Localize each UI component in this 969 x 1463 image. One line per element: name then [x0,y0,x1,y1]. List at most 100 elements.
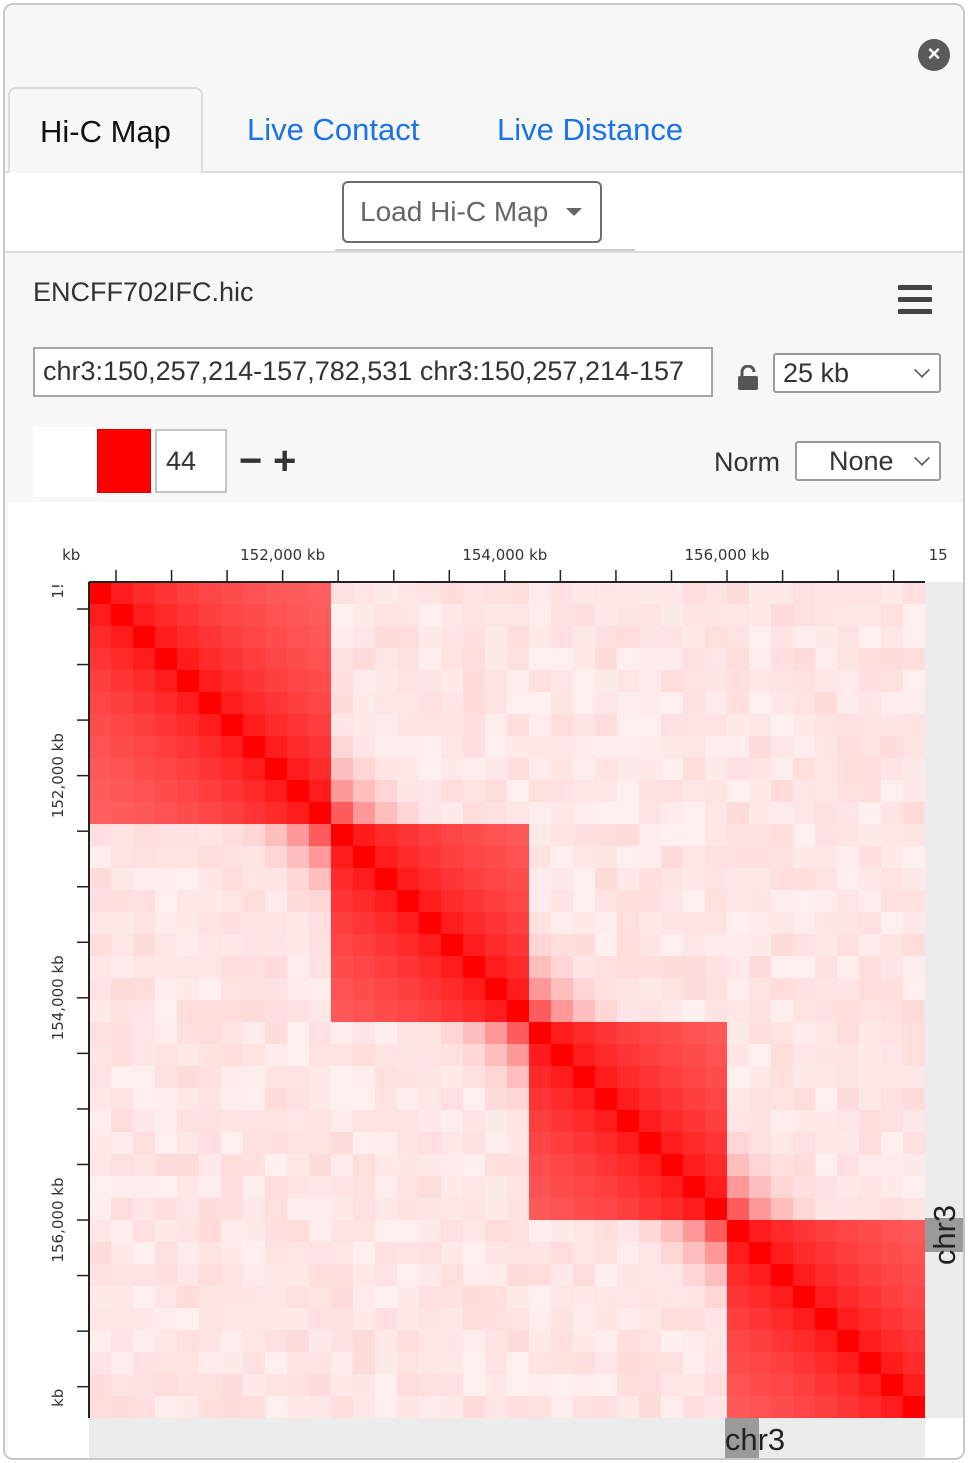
heatmap-cell [639,582,662,605]
heatmap-cell [617,868,640,891]
low-color-swatch[interactable] [33,427,97,497]
heatmap-cell [573,780,596,803]
heatmap-cell [529,1220,552,1243]
x-tick-label: 154,000 kb [462,546,547,564]
heatmap-cell [881,1066,904,1089]
heatmap-cell [793,1396,816,1419]
heatmap-cell [419,1044,442,1067]
close-icon[interactable]: × [918,39,950,71]
heatmap-cell [903,1110,926,1133]
resolution-select[interactable]: 25 kb [773,353,941,393]
heatmap-cell [881,758,904,781]
heatmap-cell [661,956,684,979]
heatmap-cell [551,802,574,825]
color-threshold-input[interactable]: 44 [155,429,227,493]
y-chromosome-marker [925,1218,963,1252]
heatmap-cell [617,1374,640,1397]
heatmap-cell [771,1286,794,1309]
heatmap-cell [463,1132,486,1155]
heatmap-cell [441,1352,464,1375]
heatmap-cell [573,736,596,759]
tab-hic-map[interactable]: Hi-C Map [8,87,203,175]
heatmap-cell [177,604,200,627]
heatmap-cell [661,934,684,957]
load-hic-map-button[interactable]: Load Hi-C Map [342,181,602,243]
heatmap-cell [221,978,244,1001]
heatmap-cell [881,956,904,979]
y-chromosome-label: chr3 [927,1205,962,1265]
heatmap-cell [881,1220,904,1243]
heatmap-cell [441,736,464,759]
heatmap-cell [551,714,574,737]
heatmap-cell [441,934,464,957]
heatmap-cell [243,802,266,825]
heatmap-cell [375,1198,398,1221]
high-color-swatch[interactable] [97,429,151,493]
heatmap-cell [89,978,112,1001]
heatmap-cell [903,736,926,759]
heatmap-cell [727,1000,750,1023]
heatmap-cell [507,912,530,935]
increase-threshold-button[interactable]: + [273,439,297,483]
heatmap-cell [287,1000,310,1023]
heatmap-cell [815,758,838,781]
heatmap-cell [331,1220,354,1243]
heatmap-cell [331,934,354,957]
heatmap-cell [551,1154,574,1177]
heatmap-cell [485,1022,508,1045]
heatmap-cell [111,1000,134,1023]
heatmap-cell [859,648,882,671]
heatmap-cell [771,758,794,781]
heatmap-cell [529,1396,552,1419]
heatmap-cell [133,1308,156,1331]
heatmap-cell [551,692,574,715]
heatmap-cell [815,1242,838,1265]
heatmap-cell [639,1044,662,1067]
menu-icon[interactable] [898,285,932,315]
decrease-threshold-button[interactable]: − [239,439,263,483]
heatmap-cell [859,1264,882,1287]
heatmap-cell [705,780,728,803]
heatmap-cell [815,846,838,869]
contact-map[interactable]: kb 152,000 kb 154,000 kb 156,000 kb 15 1! 152,… [8,502,964,1460]
heatmap-cell [287,912,310,935]
heatmap-cell [309,604,332,627]
heatmap-cell [529,626,552,649]
unlock-icon[interactable] [737,365,759,391]
heatmap-cell [837,1022,860,1045]
tab-live-distance[interactable]: Live Distance [497,112,684,147]
heatmap-cell [221,824,244,847]
locus-input[interactable]: chr3:150,257,214-157,782,531 chr3:150,25… [33,347,713,397]
heatmap-cell [397,692,420,715]
heatmap-cell [199,1044,222,1067]
heatmap-cell [881,1286,904,1309]
heatmap-cell [881,824,904,847]
heatmap-cell [903,868,926,891]
heatmap-cell [485,1044,508,1067]
heatmap-cell [375,1022,398,1045]
heatmap-cell [177,1044,200,1067]
heatmap-cell [507,758,530,781]
heatmap-cell [793,1198,816,1221]
heatmap-cell [793,934,816,957]
heatmap-cell [485,868,508,891]
heatmap-cell [287,956,310,979]
heatmap-cell [793,846,816,869]
tab-live-contact[interactable]: Live Contact [247,112,420,147]
heatmap-cell [485,1374,508,1397]
heatmap-cell [749,846,772,869]
heatmap-cell [551,1198,574,1221]
heatmap-cell [551,1000,574,1023]
heatmap-cell [309,1110,332,1133]
heatmap-cell [639,736,662,759]
heatmap-cell [881,1198,904,1221]
heatmap-cell [199,692,222,715]
heatmap-cell [859,714,882,737]
heatmap-cell [133,1044,156,1067]
heatmap-cell [133,912,156,935]
heatmap-cell [661,1352,684,1375]
heatmap-cell [89,1022,112,1045]
heatmap-cell [793,956,816,979]
heatmap-cell [309,890,332,913]
normalization-select[interactable]: None [795,441,941,481]
